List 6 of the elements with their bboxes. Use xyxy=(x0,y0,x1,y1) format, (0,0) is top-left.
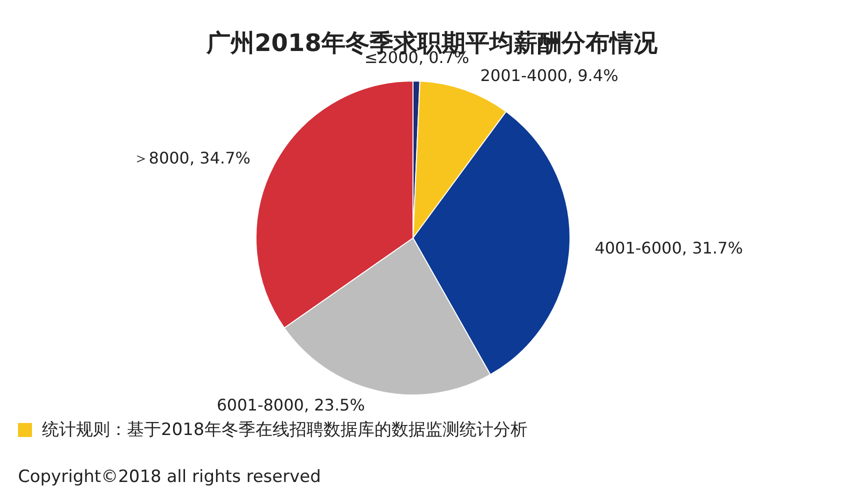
text: Copyright©2018 all rights reserved xyxy=(18,467,321,487)
slice-label: ＞8000, 34.7% xyxy=(132,148,250,168)
slice-label: 6001-8000, 23.5% xyxy=(216,396,365,415)
text: 统计规则：基于2018年冬季在线招聘数据库的数据监测统计分析 xyxy=(42,419,528,441)
slice-label: 4001-6000, 31.7% xyxy=(594,238,743,258)
slice-label: 2001-4000, 9.4% xyxy=(480,66,618,85)
